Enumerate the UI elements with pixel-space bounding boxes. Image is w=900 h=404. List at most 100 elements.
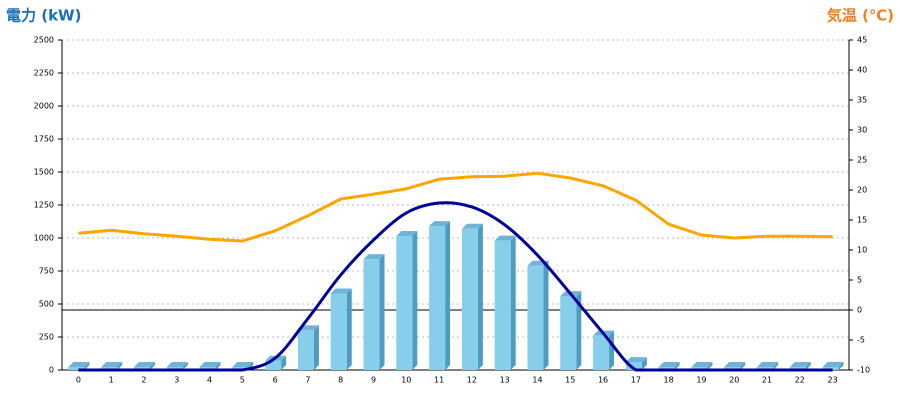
bar-side (313, 325, 319, 370)
bar (625, 362, 642, 370)
bar (527, 265, 544, 370)
x-tick-label: 19 (696, 376, 706, 385)
bar-side (740, 362, 746, 370)
x-tick-label: 15 (565, 376, 575, 385)
bar-side (674, 362, 680, 370)
x-tick-label: 4 (207, 376, 212, 385)
x-tick-label: 11 (434, 376, 444, 385)
bar-top (429, 221, 451, 227)
bar (429, 226, 446, 370)
x-tick-label: 18 (664, 376, 674, 385)
y-tick-label: 1500 (34, 168, 54, 177)
y2-tick-label: 10 (857, 246, 867, 255)
bar-side (576, 291, 582, 370)
x-tick-label: 13 (500, 376, 510, 385)
x-tick-label: 6 (273, 376, 278, 385)
x-tick-label: 5 (240, 376, 245, 385)
bar-top (232, 362, 254, 367)
x-tick-label: 12 (467, 376, 477, 385)
y2-axis-title: 気温 (℃) (827, 7, 894, 25)
y-tick-label: 750 (39, 267, 54, 276)
bar-side (84, 362, 90, 370)
y2-tick-label: 40 (857, 66, 867, 75)
x-tick-label: 17 (631, 376, 641, 385)
bar-side (215, 362, 221, 370)
bar-top (691, 362, 713, 367)
bar-top (724, 362, 746, 367)
bar-top (658, 362, 680, 367)
bar-side (445, 221, 451, 370)
bar (461, 228, 478, 370)
bar (68, 367, 85, 370)
bar-top (494, 235, 516, 241)
y-tick-label: 2000 (34, 102, 54, 111)
bar (363, 259, 380, 370)
y2-tick-label: 20 (857, 186, 867, 195)
bar-side (838, 362, 844, 370)
x-tick-label: 7 (305, 376, 310, 385)
bar (396, 236, 413, 370)
bar-top (330, 288, 352, 294)
bar-side (641, 357, 647, 370)
y-tick-label: 250 (39, 333, 54, 342)
x-tick-label: 8 (338, 376, 343, 385)
bar-top (199, 362, 221, 367)
bar (297, 330, 314, 370)
bar-side (117, 362, 123, 370)
y2-tick-label: -10 (857, 366, 870, 375)
y-tick-label: 1250 (34, 201, 54, 210)
x-tick-label: 14 (532, 376, 542, 385)
x-tick-label: 0 (76, 376, 81, 385)
bar-side (149, 362, 155, 370)
bar-side (281, 355, 287, 370)
bar-side (609, 330, 615, 370)
bar-side (182, 362, 188, 370)
x-tick-label: 20 (729, 376, 739, 385)
bar-top (68, 362, 90, 367)
y2-tick-label: 5 (857, 276, 862, 285)
bar (265, 360, 282, 370)
bar-top (625, 357, 647, 363)
y-tick-label: 1750 (34, 135, 54, 144)
bar-side (346, 288, 352, 370)
bar-side (510, 235, 516, 370)
x-tick-label: 22 (795, 376, 805, 385)
y2-tick-label: 15 (857, 216, 867, 225)
bar-side (543, 260, 549, 370)
x-tick-label: 9 (371, 376, 376, 385)
line (78, 171, 833, 243)
bar-side (707, 362, 713, 370)
bar-side (773, 362, 779, 370)
bar-top (789, 362, 811, 367)
x-tick-label: 23 (828, 376, 838, 385)
y-tick-label: 2500 (34, 36, 54, 45)
bar-side (412, 231, 418, 370)
x-tick-label: 16 (598, 376, 608, 385)
bar-side (379, 254, 385, 370)
bar-top (101, 362, 123, 367)
y-tick-label: 0 (49, 366, 54, 375)
bar (593, 335, 610, 370)
bar-top (822, 362, 844, 367)
y-tick-label: 2250 (34, 69, 54, 78)
x-tick-label: 10 (401, 376, 411, 385)
y2-tick-label: 25 (857, 156, 867, 165)
bar-side (805, 362, 811, 370)
bar (560, 296, 577, 370)
bar-top (757, 362, 779, 367)
line (78, 201, 833, 372)
bar-side (477, 223, 483, 370)
bar-top (363, 254, 385, 260)
y2-tick-label: 0 (857, 306, 862, 315)
bar-top (461, 223, 483, 229)
bar-top (166, 362, 188, 367)
x-tick-label: 2 (141, 376, 146, 385)
x-tick-label: 3 (174, 376, 179, 385)
x-tick-label: 1 (109, 376, 114, 385)
bar (330, 293, 347, 370)
bar (494, 240, 511, 370)
y-tick-label: 500 (39, 300, 54, 309)
y2-tick-label: -5 (857, 336, 865, 345)
y-axis-title: 電力 (kW) (6, 7, 81, 25)
